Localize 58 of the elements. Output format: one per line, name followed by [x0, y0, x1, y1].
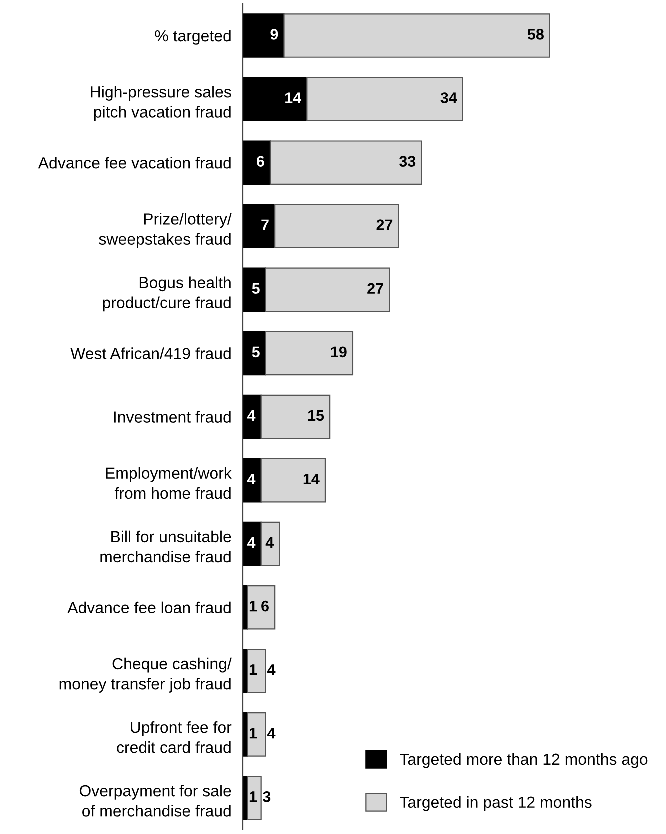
data-label: 5 [252, 346, 260, 358]
bar [247, 712, 266, 757]
y-tick-label: Cheque cashing/ money transfer job fraud [60, 658, 232, 693]
bar [306, 77, 464, 122]
bar [260, 394, 331, 440]
data-label: 6 [257, 156, 264, 167]
data-label: 4 [248, 474, 256, 484]
data-label: 4 [248, 538, 256, 548]
data-label: 1 [250, 664, 258, 676]
data-label: 1 [250, 601, 258, 612]
bar [243, 14, 285, 58]
y-tick-label: % targeted [155, 30, 231, 45]
y-tick-label: Upfront fee for credit card fraud [117, 721, 232, 754]
data-label: 19 [331, 346, 347, 358]
bar [260, 458, 326, 503]
y-tick-label: High-pressure sales pitch vacation fraud [91, 86, 232, 122]
data-label: 9 [270, 29, 278, 40]
data-label: 33 [400, 156, 416, 167]
legend-label: Targeted more than 12 months ago [400, 753, 648, 768]
bar [274, 204, 400, 249]
y-tick-label: Advance fee vacation fraud [38, 157, 231, 169]
bar [247, 585, 276, 630]
bar [284, 14, 550, 58]
bar [243, 140, 272, 186]
data-label: 3 [263, 792, 271, 802]
y-tick-label: Prize/lottery/ sweepstakes fraud [99, 213, 232, 248]
data-label: 58 [528, 29, 544, 40]
data-label: 4 [268, 664, 276, 676]
bar [270, 140, 422, 186]
data-label: 27 [368, 283, 384, 294]
bar [265, 268, 390, 312]
bar [243, 77, 308, 122]
data-label: 34 [440, 92, 458, 104]
y-tick-label: Employment/work from home fraud [106, 467, 232, 500]
bar [247, 776, 262, 820]
data-label: 4 [268, 728, 276, 739]
bar [247, 648, 266, 694]
data-label: 4 [248, 410, 256, 421]
data-label: 14 [304, 474, 320, 484]
data-label: 27 [376, 220, 393, 230]
y-tick-label: Investment fraud [114, 411, 231, 423]
bar [243, 204, 276, 249]
data-label: 14 [286, 92, 302, 104]
y-tick-label: West African/419 fraud [70, 348, 231, 360]
legend-label: Targeted in past 12 months [400, 796, 592, 812]
data-label: 1 [250, 792, 258, 802]
y-tick-label: Bogus health product/cure fraud [103, 276, 231, 312]
data-label: 7 [262, 220, 269, 230]
bar [265, 331, 354, 376]
data-label: 5 [252, 283, 260, 294]
y-tick-label: Overpayment for sale of merchandise fraud [80, 785, 232, 817]
bar [260, 522, 280, 566]
data-label: 4 [266, 538, 274, 548]
y-tick-label: Bill for unsuitable merchandise fraud [100, 530, 232, 563]
data-label: 6 [262, 600, 269, 612]
data-label: 15 [308, 410, 324, 422]
y-tick-label: Advance fee loan fraud [68, 602, 231, 614]
data-label: 1 [250, 728, 258, 739]
